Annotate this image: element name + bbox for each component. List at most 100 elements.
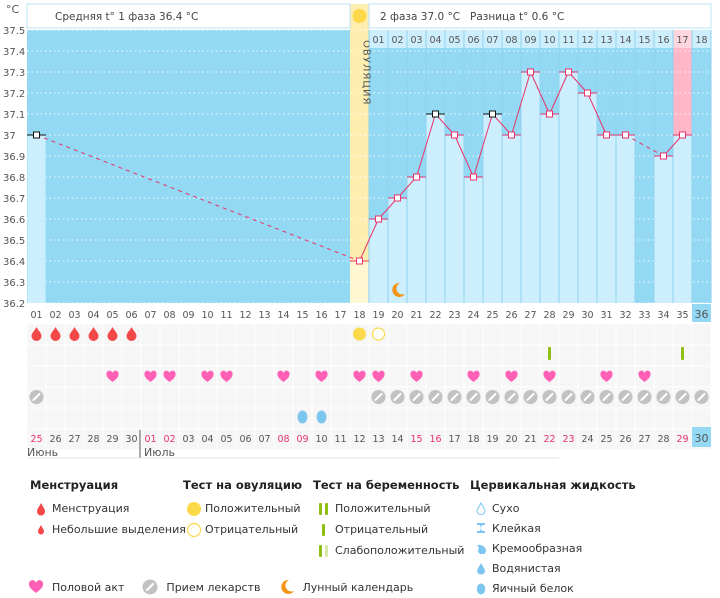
temperature-bar (464, 177, 483, 303)
legend-title: Тест на овуляцию (183, 478, 303, 492)
calendar-date-label: 30 (695, 432, 709, 445)
heart-icon (220, 370, 233, 382)
legend-title: Цервикальная жидкость (470, 478, 636, 492)
temperature-line-segment (416, 113, 436, 178)
calendar-date-label: 28 (87, 434, 99, 445)
calendar-date-label: 26 (619, 434, 631, 445)
y-tick-label: 37.2 (3, 89, 25, 100)
cycle-day-label: 06 (125, 310, 137, 321)
phase2-day-cell (616, 30, 635, 48)
pill-icon-stripe (678, 393, 687, 401)
calendar-date-label: 06 (239, 434, 251, 445)
heart-icon (543, 370, 556, 382)
y-tick-label: 36.4 (3, 257, 25, 268)
pregnancy-negative-icon (313, 523, 335, 537)
small-blood-drop-icon (30, 524, 52, 535)
phase2-day-cell (483, 30, 502, 48)
legend-item: Клейкая (470, 518, 636, 538)
calendar-date-label: 05 (220, 434, 232, 445)
legend-bottom: Половой акт Прием лекарств Лунный календ… (28, 579, 431, 595)
egg-white-icon (316, 410, 327, 424)
y-tick-label: 36.8 (3, 173, 25, 184)
temperature-point (470, 173, 477, 181)
temperature-bar (27, 135, 46, 303)
calendar-date-label: 18 (467, 434, 479, 445)
legend-item: Прием лекарств (142, 579, 261, 595)
menstruation-drop-icon (88, 327, 99, 342)
cycle-day-label: 07 (144, 310, 156, 321)
phase2-day-cell (407, 30, 426, 48)
legend-title: Менструация (30, 478, 119, 492)
calendar-date-label: 04 (201, 434, 213, 445)
pill-icon-stripe (564, 393, 573, 401)
pill-icon-stripe (488, 393, 497, 401)
pill-icon-stripe (621, 393, 630, 401)
calendar-date-label: 09 (296, 434, 308, 445)
y-tick-label: 36.3 (3, 278, 25, 289)
phase2-day-cell (673, 30, 692, 48)
heart-icon (505, 370, 518, 382)
cycle-day-label: 34 (657, 310, 669, 321)
cycle-day-label: 28 (543, 310, 555, 321)
calendar-date-label: 23 (562, 434, 574, 445)
pill-icon-stripe (640, 393, 649, 401)
menstruation-drop-icon (50, 327, 61, 342)
pill-icon (142, 579, 158, 595)
pill-icon-stripe (374, 393, 383, 401)
phase1-average: Средняя t° 1 фаза 36.4 °C (55, 11, 198, 23)
legend-item: Положительный (313, 498, 464, 519)
pill-icon-stripe (602, 393, 611, 401)
calendar-date-label: 21 (524, 434, 536, 445)
temperature-point (432, 110, 439, 118)
temperature-bar (654, 156, 673, 303)
pill-icon-stripe (393, 393, 402, 401)
temperature-point (375, 215, 382, 223)
phase2-day-label: 16 (657, 35, 669, 46)
calendar-date-label: 17 (448, 434, 460, 445)
temperature-point (33, 131, 40, 139)
blood-drop-icon (30, 502, 52, 516)
y-axis-ticks: 37.5 37.4 37.3 37.2 37.1 37 36.9 36.8 36.7 36.6 36… (3, 26, 25, 310)
current-date-highlight (692, 427, 711, 447)
month-label: Июль (144, 446, 175, 459)
temperature-bar (369, 219, 388, 303)
temperature-bar (559, 72, 578, 303)
calendar-date-label: 02 (163, 434, 175, 445)
ovulation-negative-icon (371, 327, 386, 341)
temperature-point (679, 131, 686, 139)
heart-icon (277, 370, 290, 382)
menstruation-drop-icon (31, 327, 42, 342)
temperature-bar (445, 135, 464, 303)
calendar-date-label: 08 (277, 434, 289, 445)
moon-icon (279, 579, 295, 595)
y-unit-label: °C (6, 3, 20, 16)
temperature-points (27, 68, 692, 297)
phase2-day-label: 11 (562, 35, 574, 46)
phase2-day-label: 15 (638, 35, 650, 46)
calendar-date-label: 11 (334, 434, 346, 445)
heart-icon (600, 370, 613, 382)
phase2-day-label: 05 (448, 35, 460, 46)
pregnancy-test-negative-icon (548, 347, 551, 360)
y-tick-label: 36.5 (3, 236, 25, 247)
legend-item: Половой акт (28, 580, 124, 594)
phase2-day-label: 01 (372, 35, 384, 46)
y-tick-label: 36.6 (3, 215, 25, 226)
cycle-day-label: 20 (391, 310, 403, 321)
phase2-box (368, 3, 712, 29)
legend-pregnancy-test: Тест на беременность Положительный Отриц… (313, 478, 464, 561)
menstruation-drop-icon (107, 327, 118, 342)
phase2-day-cell (388, 30, 407, 48)
temperature-point (603, 131, 610, 139)
current-day-highlight (692, 304, 711, 322)
temperature-line-segment (473, 113, 493, 178)
phase2-day-cell (369, 30, 388, 48)
creamy-icon (470, 542, 492, 554)
heart-icon (201, 370, 214, 382)
phase2-day-label: 09 (524, 35, 536, 46)
cycle-day-label: 03 (68, 310, 80, 321)
heart-icon (638, 370, 651, 382)
phase2-day-label: 04 (429, 35, 441, 46)
phase2-average: 2 фаза 37.0 °C (380, 11, 460, 23)
legend-title: Тест на беременность (313, 478, 460, 492)
